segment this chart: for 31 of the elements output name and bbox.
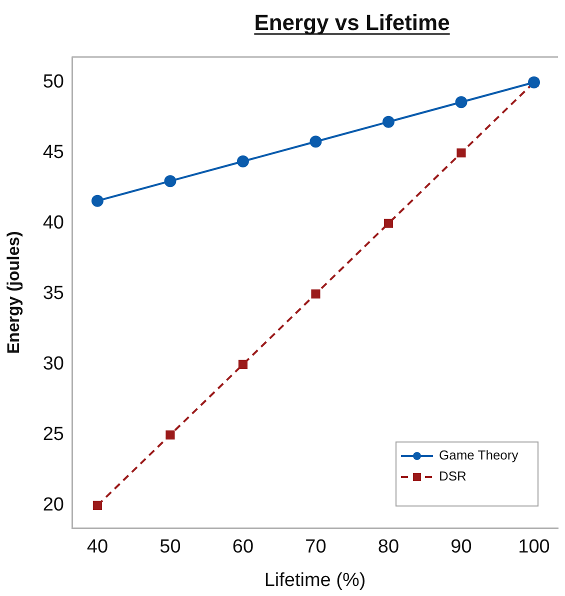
x-axis-title: Lifetime (%) xyxy=(264,570,366,591)
legend-label: DSR xyxy=(439,468,466,484)
point xyxy=(382,116,394,128)
point xyxy=(456,148,466,158)
y-tick-label: 25 xyxy=(42,424,64,446)
point xyxy=(166,430,175,440)
point xyxy=(236,155,249,168)
x-tick-label: 60 xyxy=(232,536,254,558)
y-tick-label: 20 xyxy=(42,494,64,516)
y-tick-label: 45 xyxy=(42,142,64,164)
point xyxy=(238,360,248,369)
x-tick-label: 80 xyxy=(378,536,400,558)
point xyxy=(455,96,468,108)
legend-label: Game Theory xyxy=(439,448,519,463)
chart-title: Energy vs Lifetime xyxy=(254,10,450,35)
point xyxy=(91,194,104,207)
y-tick-label: 35 xyxy=(42,283,64,304)
x-tick-label: 90 xyxy=(450,536,472,558)
x-tick-label: 40 xyxy=(86,536,108,558)
y-tick-label: 50 xyxy=(42,72,64,93)
x-tick-label: 100 xyxy=(518,536,550,558)
point xyxy=(92,500,102,510)
y-tick-label: 40 xyxy=(42,212,64,234)
point xyxy=(310,136,322,148)
y-axis-title: Energy (joules) xyxy=(4,231,23,354)
y-tick-label: 30 xyxy=(42,354,64,375)
point xyxy=(384,218,394,228)
x-tick-label: 50 xyxy=(160,536,181,558)
x-tick-label: 70 xyxy=(305,536,326,558)
point xyxy=(164,175,176,188)
point xyxy=(311,289,320,298)
